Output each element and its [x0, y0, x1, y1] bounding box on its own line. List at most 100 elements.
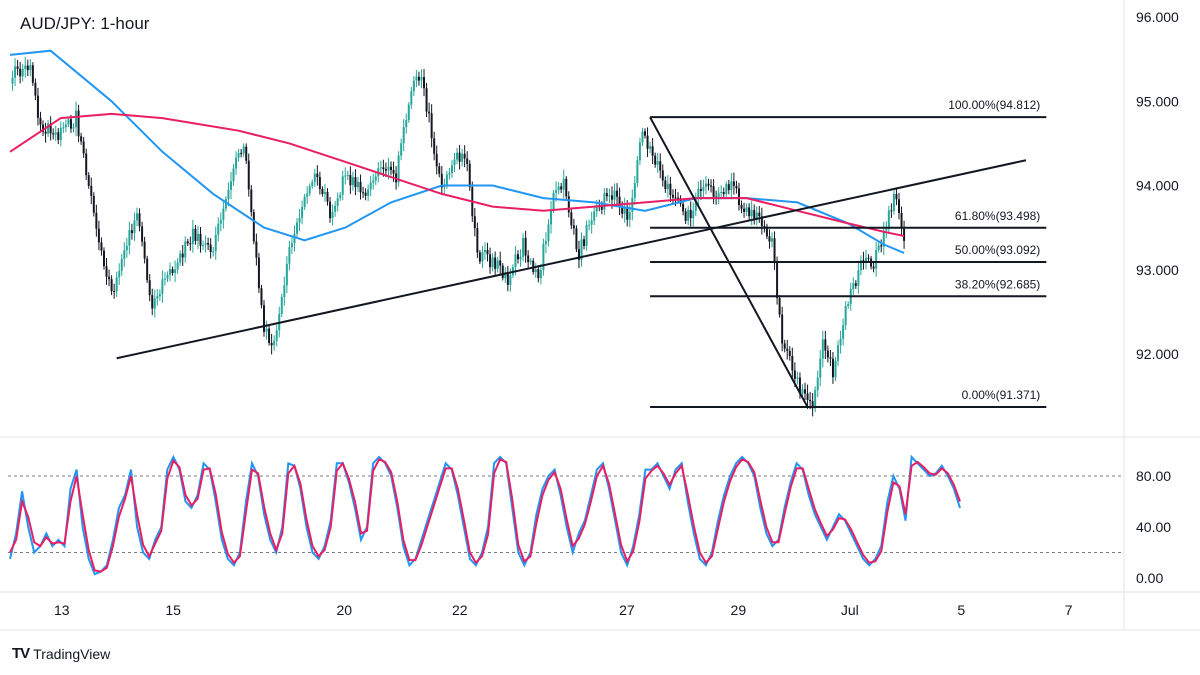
candle-body	[783, 343, 786, 349]
candle-body	[666, 183, 669, 189]
candle-body	[562, 178, 565, 190]
candle-body	[565, 178, 568, 197]
candle-body	[816, 377, 819, 391]
candle-body	[400, 143, 403, 156]
candle-body	[509, 275, 512, 285]
candle-body	[356, 181, 359, 188]
candle-body	[108, 276, 111, 280]
candle-body	[382, 167, 385, 170]
candle-body	[661, 170, 664, 181]
candle-body	[59, 127, 62, 140]
candle-body	[534, 269, 537, 273]
candle-body	[560, 186, 563, 190]
moving-average-blue[interactable]	[9, 49, 905, 254]
candle-body	[880, 245, 883, 247]
candle-body	[359, 181, 362, 193]
candle-body	[760, 216, 763, 227]
candle-body	[882, 230, 885, 247]
candle-body	[877, 245, 880, 250]
candle-body	[235, 157, 238, 169]
candle-body	[387, 166, 390, 171]
candle-body	[11, 77, 14, 84]
candle-body	[900, 212, 903, 229]
candle-body	[778, 298, 781, 315]
candle-body	[527, 255, 530, 263]
candle-body	[77, 110, 80, 137]
candle-body	[730, 181, 733, 191]
ascending-trendline[interactable]	[116, 159, 1027, 360]
candle-body	[552, 192, 555, 211]
candle-body	[641, 131, 644, 143]
candle-body	[362, 192, 365, 194]
candle-body	[793, 370, 796, 379]
candle-body	[859, 260, 862, 271]
candle-body	[194, 228, 197, 241]
candle-body	[290, 243, 293, 248]
candle-body	[834, 360, 837, 378]
candle-body	[537, 269, 540, 279]
candle-body	[674, 197, 677, 199]
candle-body	[605, 193, 608, 197]
candle-body	[189, 243, 192, 245]
candle-body	[717, 192, 720, 199]
candle-body	[864, 257, 867, 262]
candle-body	[590, 220, 593, 225]
candle-body	[153, 298, 156, 309]
candle-body	[631, 197, 634, 213]
candle-body	[143, 241, 146, 259]
candle-body	[224, 198, 227, 209]
candle-body	[461, 153, 464, 162]
osc-y-tick-label: 80.00	[1136, 468, 1171, 484]
candle-body	[49, 123, 52, 134]
candle-body	[649, 146, 652, 149]
chart-title: AUD/JPY: 1-hour	[20, 14, 150, 33]
candle-body	[120, 258, 123, 271]
candle-body	[763, 226, 766, 228]
candle-body	[204, 243, 207, 245]
candle-body	[423, 77, 426, 89]
candle-body	[438, 166, 441, 174]
candle-body	[64, 124, 67, 128]
candle-body	[270, 342, 273, 346]
candle-body	[636, 160, 639, 184]
candle-body	[102, 250, 105, 267]
candle-body	[433, 138, 436, 154]
candle-body	[483, 249, 486, 253]
candle-body	[682, 203, 685, 212]
candle-body	[737, 188, 740, 206]
candle-body	[732, 181, 735, 186]
candle-body	[293, 233, 296, 244]
candle-body	[26, 65, 29, 71]
x-tick-label: 27	[619, 602, 635, 618]
candle-body	[644, 131, 646, 136]
candle-body	[169, 269, 172, 275]
candles	[11, 56, 906, 417]
candle-body	[397, 155, 400, 183]
candle-body	[727, 184, 730, 191]
candle-body	[374, 176, 377, 181]
candle-body	[616, 190, 619, 197]
candle-body	[542, 244, 545, 271]
candle-body	[519, 256, 522, 260]
candle-body	[450, 165, 453, 174]
candle-body	[575, 228, 578, 250]
candle-body	[704, 183, 707, 187]
candle-body	[351, 177, 354, 186]
candle-body	[405, 120, 408, 128]
x-tick-label: 13	[54, 602, 70, 618]
candle-body	[133, 220, 136, 234]
candle-body	[890, 210, 893, 212]
candle-body	[776, 262, 779, 299]
candle-body	[39, 117, 42, 125]
candle-body	[128, 230, 131, 246]
brand[interactable]: TV TradingView	[12, 645, 110, 662]
stoch-d-line[interactable]	[9, 458, 961, 573]
candle-body	[791, 355, 794, 371]
candle-body	[821, 339, 824, 359]
candle-body	[171, 269, 174, 273]
candle-body	[14, 66, 17, 78]
candle-body	[196, 233, 199, 241]
candle-body	[608, 195, 611, 197]
candle-body	[346, 175, 349, 177]
